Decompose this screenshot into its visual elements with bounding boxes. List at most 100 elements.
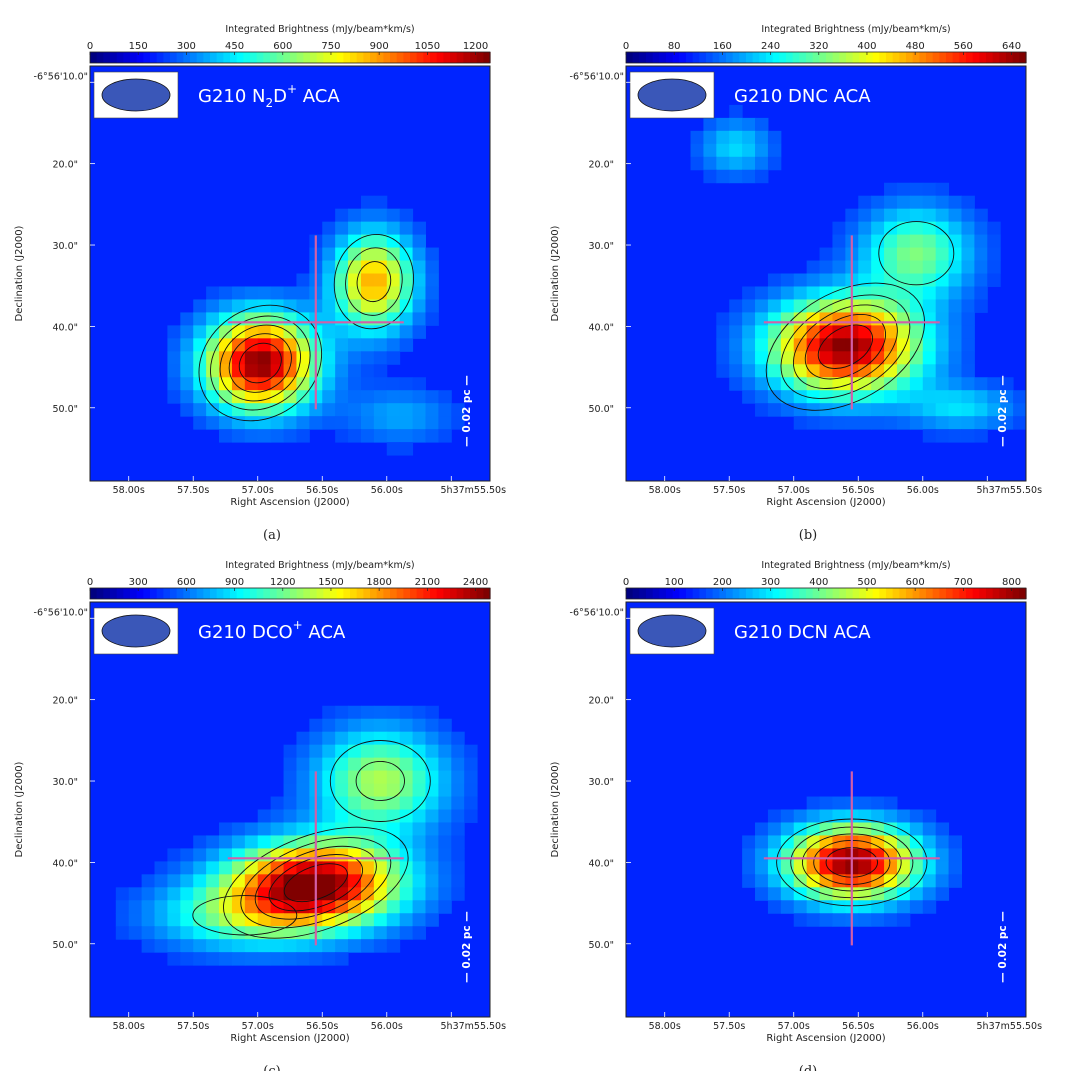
colorbar-segment [979, 588, 987, 599]
colorbar-segment [410, 588, 418, 599]
heatmap-cell [793, 403, 808, 417]
contour [356, 261, 392, 303]
scale-bar-label: — 0.02 pc — [461, 375, 473, 447]
heatmap-cell [373, 260, 388, 274]
heatmap-cell [206, 874, 220, 888]
heatmap-cell [464, 809, 478, 823]
heatmap-cell [360, 770, 375, 785]
panel-label: G210 DCN ACA [734, 622, 871, 643]
heatmap-cell [438, 429, 452, 443]
heatmap-cell [219, 952, 233, 966]
heatmap-cell [283, 926, 297, 940]
heatmap-cell [206, 403, 220, 417]
heatmap-cell [742, 286, 756, 300]
scale-bar-label: — 0.02 pc — [997, 911, 1009, 983]
heatmap-cell [154, 874, 168, 888]
heatmap-cell [335, 926, 349, 940]
heatmap-cell [819, 796, 833, 810]
colorbar-segment [839, 588, 847, 599]
heatmap: G210 DCO+ ACA — 0.02 pc — 58.00s 57.50s 57.0… [14, 601, 506, 1044]
heatmap-cell [373, 822, 388, 836]
colorbar-segment [483, 588, 491, 599]
heatmap-cell [780, 286, 795, 300]
x-tick-label: 58.00s [113, 1021, 145, 1032]
heatmap-cell [219, 939, 233, 953]
heatmap-cell [231, 835, 246, 849]
heatmap-cell [296, 377, 310, 391]
heatmap-cell [270, 887, 285, 901]
heatmap-cell [858, 286, 872, 300]
colorbar-segment [170, 588, 178, 599]
heatmap-cell [180, 403, 194, 417]
heatmap-cell [438, 900, 452, 914]
heatmap-cell [922, 900, 937, 914]
colorbar-segment [972, 52, 980, 63]
heatmap-cell [348, 926, 362, 940]
colorbar-segment [706, 52, 714, 63]
heatmap-cell [438, 887, 452, 901]
heatmap-cell [399, 718, 414, 733]
y-tick-label: -6°56'10.0" [34, 607, 88, 618]
heatmap-cell [386, 770, 401, 785]
heatmap-cell [729, 325, 743, 339]
heatmap-cell [858, 416, 872, 430]
heatmap-cell [858, 796, 872, 810]
heatmap-cell [451, 744, 465, 759]
heatmap-cell [425, 783, 439, 798]
colorbar-segment [250, 52, 258, 63]
heatmap-cell [167, 364, 181, 378]
heatmap-cell [716, 338, 730, 352]
heatmap-cell [322, 757, 336, 772]
heatmap-cell [270, 809, 285, 823]
y-tick-label: 30.0" [588, 241, 614, 252]
colorbar-segment [110, 52, 118, 63]
heatmap-cell [373, 705, 388, 720]
heatmap-cell [922, 377, 937, 391]
heatmap-cell [322, 952, 336, 966]
heatmap-cell [922, 822, 937, 836]
heatmap-cell [922, 208, 937, 223]
heatmap-cell [180, 939, 194, 953]
colorbar-segment [672, 588, 680, 599]
heatmap-cell [283, 822, 297, 836]
colorbar-tick-label: 2100 [415, 577, 440, 588]
heatmap-cell [283, 796, 297, 810]
colorbar-segment [236, 52, 244, 63]
colorbar-segment [296, 52, 304, 63]
heatmap-cell [961, 377, 975, 391]
heatmap: G210 DCN ACA — 0.02 pc — 58.00s 57.50s 57.00… [550, 601, 1042, 1044]
heatmap-cell [399, 822, 414, 836]
heatmap-cell [896, 835, 911, 849]
heatmap-cell [360, 822, 375, 836]
contour [228, 333, 292, 393]
heatmap-cell [335, 757, 349, 772]
heatmap-cell [858, 273, 872, 287]
heatmap-cell [858, 377, 872, 391]
heatmap-cell [373, 796, 388, 810]
heatmap-cell [373, 731, 388, 746]
colorbar-segment [110, 588, 118, 599]
heatmap-cell [729, 117, 743, 132]
heatmap-cell [961, 273, 975, 287]
y-axis-label: Declination (J2000) [14, 225, 25, 321]
heatmap-cell [974, 273, 988, 287]
heatmap-cell [283, 900, 297, 914]
heatmap-cell [793, 325, 808, 339]
heatmap-cell [858, 195, 872, 210]
colorbar-segment [150, 52, 158, 63]
heatmap-cell [755, 143, 769, 158]
heatmap-cell [451, 783, 465, 798]
colorbar: Integrated Brightness (mJy/beam*km/s) 0 80… [623, 24, 1027, 64]
colorbar-segment [866, 52, 874, 63]
heatmap-cell [896, 286, 911, 300]
heatmap-cell [858, 351, 872, 365]
heatmap-cell [793, 312, 808, 326]
heatmap-cell [335, 705, 349, 720]
heatmap-cell [755, 390, 769, 404]
heatmap-cell [154, 913, 168, 927]
heatmap-cell [425, 403, 439, 417]
heatmap-cell [961, 325, 975, 339]
heatmap-cell [270, 796, 285, 810]
heatmap-cell [335, 416, 349, 430]
heatmap-cell [948, 208, 962, 223]
